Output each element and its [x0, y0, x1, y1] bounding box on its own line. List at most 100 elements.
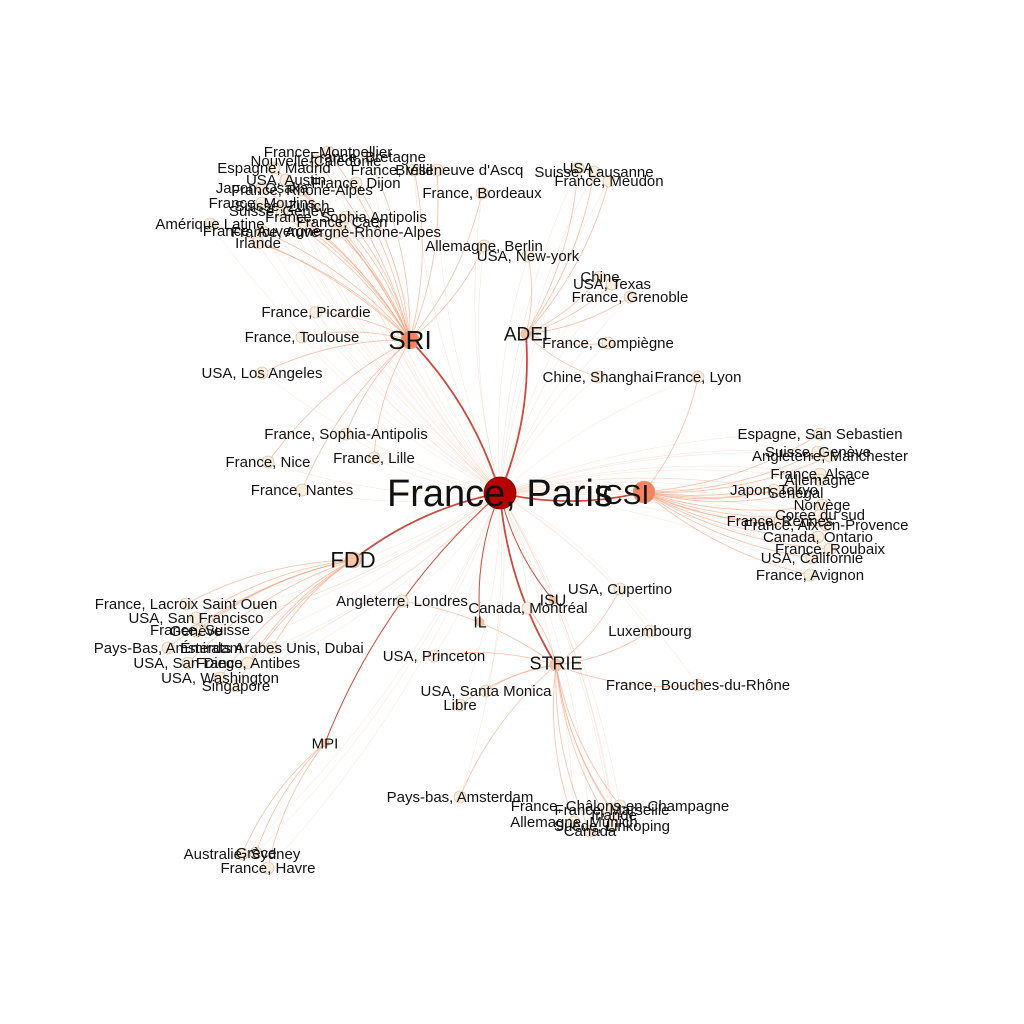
node-france-montpellier[interactable] — [321, 145, 335, 159]
node-usa-san-francisco[interactable] — [189, 611, 203, 625]
node-france-bouches-du-rhone[interactable] — [691, 678, 705, 692]
node-grece[interactable] — [249, 846, 263, 860]
node-singapore[interactable] — [229, 679, 243, 693]
node-allemagne[interactable] — [813, 473, 827, 487]
node-france-picardie[interactable] — [309, 305, 323, 319]
node-france-compiegne[interactable] — [601, 336, 615, 350]
node-label-canada-montreal: Canada, Montréal — [468, 600, 587, 617]
node-usa-princeton[interactable] — [427, 649, 441, 663]
node-chine-shanghai[interactable] — [591, 370, 605, 384]
edge-fdd-usa-san-diego — [187, 559, 354, 664]
edge-mpi-australie-sydney — [241, 742, 326, 855]
node-france-grenoble[interactable] — [623, 290, 637, 304]
edge-strie-libre — [459, 664, 557, 706]
node-france-nice[interactable] — [261, 455, 275, 469]
node-canada-montreal[interactable] — [521, 601, 535, 615]
node-irlande[interactable] — [251, 236, 265, 250]
node-chine[interactable] — [593, 270, 607, 284]
node-france-havre[interactable] — [261, 861, 275, 875]
node-france-rennes[interactable] — [773, 514, 787, 528]
node-layer — [161, 145, 837, 875]
node-emirats-arabes-unis-dubai[interactable] — [265, 641, 279, 655]
node-pays-bas-amsterdam[interactable] — [161, 641, 175, 655]
node-france-antibes[interactable] — [241, 656, 255, 670]
node-france-lille[interactable] — [367, 451, 381, 465]
hub-node-strie[interactable] — [549, 658, 563, 672]
node-france-villeneuve-d-ascq[interactable] — [430, 163, 444, 177]
node-france-bretagne[interactable] — [361, 150, 375, 164]
node-amerique-latine[interactable] — [203, 217, 217, 231]
node-suisse-lausanne[interactable] — [587, 165, 601, 179]
node-france-moulins[interactable] — [255, 196, 269, 210]
node-suisse-geneve[interactable] — [275, 204, 289, 218]
node-usa-washington[interactable] — [213, 671, 227, 685]
edge-center-chine-shanghai — [499, 376, 599, 494]
node-geneve[interactable] — [189, 624, 203, 638]
node-luxembourg[interactable] — [643, 624, 657, 638]
hub-node-mpi[interactable] — [320, 738, 330, 748]
node-nouvelle-caledonie[interactable] — [309, 154, 323, 168]
node-label-allemagne-berlin: Allemagne, Berlin — [425, 238, 543, 255]
node-coree-du-sud[interactable] — [813, 508, 827, 522]
node-label-irlande: Irlande — [235, 235, 281, 252]
node-usa-austin[interactable] — [279, 173, 293, 187]
node-australie-sydney[interactable] — [235, 847, 249, 861]
edge-center-france-sophia-antipolis — [345, 433, 501, 494]
node-angleterre-londres[interactable] — [395, 594, 409, 608]
node-label-allemagne-munich: Allemagne, Munich — [510, 814, 638, 831]
hub-label-icsi: ICSI — [595, 479, 649, 510]
node-espagne-madrid[interactable] — [267, 161, 281, 175]
node-france-aix-en-provence[interactable] — [819, 518, 833, 532]
node-japon-tokyo[interactable] — [767, 483, 781, 497]
edge-strie-allemagne-munich — [553, 664, 575, 823]
node-japon-osaka[interactable] — [255, 181, 269, 195]
node-france-lyon[interactable] — [691, 370, 705, 384]
node-france-toulouse[interactable] — [295, 330, 309, 344]
node-allemagne-berlin[interactable] — [477, 239, 491, 253]
node-canada[interactable] — [583, 824, 597, 838]
node-allemagne-munich[interactable] — [567, 815, 581, 829]
node-usa-los-angeles[interactable] — [255, 366, 269, 380]
edge-center-usa-cupertino — [499, 492, 621, 590]
node-suisse-geneve[interactable] — [811, 445, 825, 459]
node-pays-bas-amsterdam[interactable] — [453, 790, 467, 804]
hub-node-icsi[interactable] — [632, 480, 656, 504]
hub-node-il[interactable] — [475, 617, 485, 627]
node-france-lacroix-saint-ouen[interactable] — [179, 597, 193, 611]
node-usa-santa-monica[interactable] — [479, 684, 493, 698]
node-france-bordeaux[interactable] — [475, 186, 489, 200]
hub-node-fdd[interactable] — [344, 551, 362, 569]
hub-node-sri[interactable] — [400, 330, 420, 350]
node-france-sophia-antipolis[interactable] — [339, 427, 353, 441]
node-angleterre-manchester[interactable] — [823, 449, 837, 463]
node-france-roubaix[interactable] — [823, 542, 837, 556]
node-usa-san-diego[interactable] — [181, 656, 195, 670]
edge-paris-strie — [499, 492, 557, 666]
node-france-rhone-alpes[interactable] — [295, 183, 309, 197]
edge-center-usa-princeton — [433, 492, 501, 657]
node-usa-new-york[interactable] — [521, 249, 535, 263]
edge-center-suede-linkoping — [499, 492, 613, 827]
node-france-dijon[interactable] — [349, 176, 363, 190]
node-espagne-san-sebastien[interactable] — [813, 427, 827, 441]
node-usa-californie[interactable] — [805, 551, 819, 565]
node-label-france-auvergne: France, Auvergne — [203, 223, 321, 240]
node-france-auvergne-rhone-alpes[interactable] — [329, 225, 343, 239]
node-suede-linkoping[interactable] — [605, 819, 619, 833]
node-france-sophia-antipolis[interactable] — [339, 210, 353, 224]
hub-label-il: IL — [473, 615, 486, 632]
node-france-nantes[interactable] — [295, 483, 309, 497]
node-france-avignon[interactable] — [803, 568, 817, 582]
node-usa-cupertino[interactable] — [613, 582, 627, 596]
node-bresil[interactable] — [407, 163, 421, 177]
node-libre[interactable] — [453, 698, 467, 712]
hub-node-adei[interactable] — [520, 328, 532, 340]
node-france-meudon[interactable] — [602, 174, 616, 188]
node-usa[interactable] — [571, 161, 585, 175]
hub-node-isu[interactable] — [548, 595, 558, 605]
node-usa-texas[interactable] — [605, 277, 619, 291]
node-france-auvergne[interactable] — [255, 224, 269, 238]
node-canada-ontario[interactable] — [811, 530, 825, 544]
center-node-france-paris[interactable] — [483, 476, 517, 510]
node-senegal[interactable] — [789, 486, 803, 500]
